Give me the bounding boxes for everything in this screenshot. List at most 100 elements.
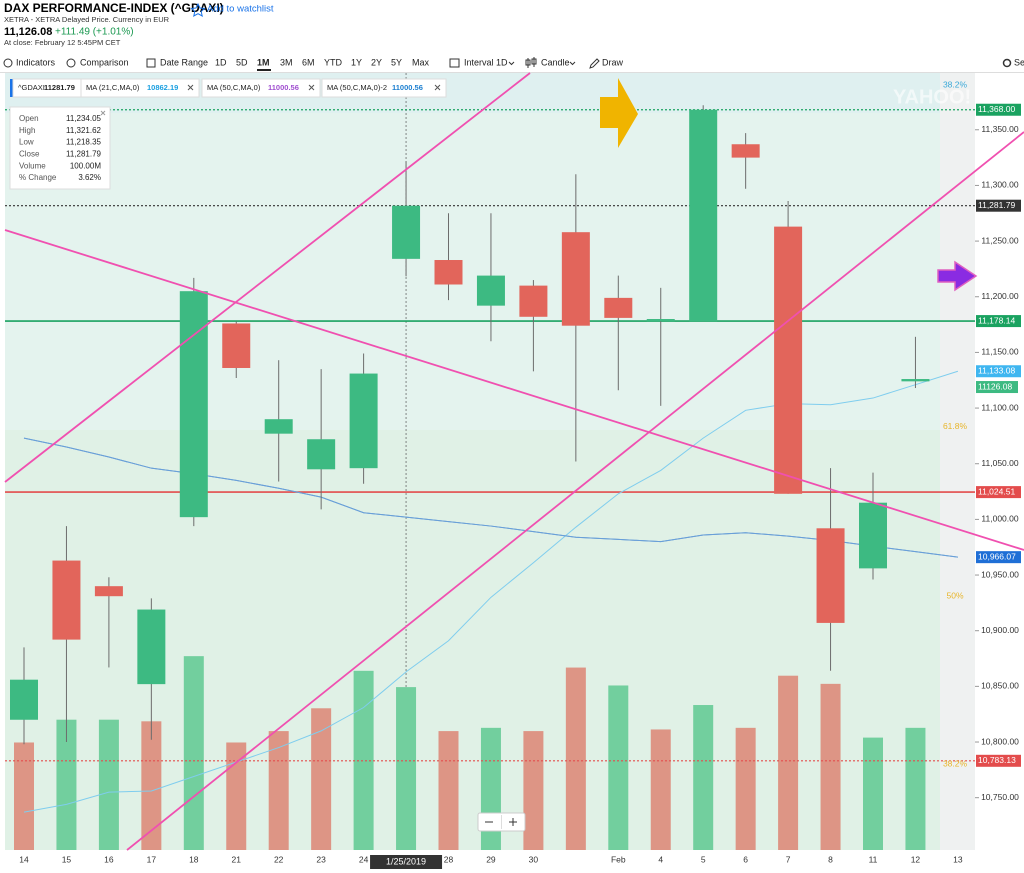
y-tick-label: 11,350.00 — [981, 124, 1018, 134]
y-tick-label: 11,300.00 — [981, 180, 1018, 190]
close-icon[interactable] — [100, 110, 106, 116]
tooltip-label: Volume — [19, 161, 46, 170]
volume — [14, 656, 926, 850]
range-button[interactable]: 1Y — [351, 57, 362, 67]
tooltip-value: 11,321.62 — [66, 126, 102, 135]
candle-body — [52, 560, 81, 640]
price-tag-label: 11,368.00 — [978, 104, 1015, 114]
candle-body — [10, 679, 38, 720]
price-tag-label: 10,966.07 — [978, 551, 1016, 561]
range-button[interactable]: YTD — [324, 57, 343, 67]
indicators-icon — [3, 58, 13, 68]
y-tick-label: 11,150.00 — [981, 347, 1018, 357]
y-tick-label: 11,250.00 — [981, 235, 1018, 245]
watermark: YAHOO! — [893, 86, 971, 108]
trend-line[interactable] — [126, 131, 1024, 851]
price-tag-label: 11,024.51 — [978, 486, 1015, 496]
range-button[interactable]: 6M — [302, 57, 315, 67]
tooltip: Open 11,234.05 High 11,321.62 Low 11,218.35 Cl… — [9, 106, 111, 190]
comparison-button[interactable]: Comparison — [80, 57, 129, 67]
candle-body — [561, 232, 590, 326]
candle-body — [604, 297, 633, 318]
candle-body — [392, 205, 421, 259]
tooltip-value: 11,281.79 — [66, 150, 102, 159]
arrow-annotation[interactable] — [937, 260, 978, 292]
volume-bar — [863, 737, 883, 850]
candle-icon — [525, 57, 537, 68]
tooltip-value: 100.00M — [70, 161, 101, 170]
comparison-icon — [66, 58, 76, 68]
candle-body — [137, 609, 166, 685]
settings-icon — [1002, 58, 1012, 68]
y-tick-label: 10,750.00 — [981, 792, 1019, 802]
range-button[interactable]: 1D — [215, 57, 227, 67]
price-tag-label: 10,783.13 — [978, 755, 1016, 765]
range-button[interactable]: 5Y — [391, 57, 402, 67]
interval-button[interactable]: Interval — [464, 57, 494, 67]
fib-label: 61.8% — [943, 421, 968, 431]
tooltip-label: High — [19, 126, 35, 135]
crosshair-label-box — [370, 855, 443, 869]
price-tag-label: 11,178.14 — [978, 315, 1015, 325]
indicators-button[interactable]: Indicators — [16, 57, 56, 67]
zoom-in[interactable] — [509, 818, 517, 826]
remove-icon[interactable] — [308, 84, 315, 91]
legend-value: 11000.56 — [392, 83, 423, 92]
legend-chip — [201, 78, 321, 98]
price-tag-label: 11,281.79 — [978, 200, 1015, 210]
volume-bar — [905, 727, 926, 850]
candle-body — [94, 586, 123, 597]
settings-button[interactable]: Se — [1014, 57, 1024, 67]
tooltip-box — [9, 106, 111, 190]
x-tick-label: 7 — [786, 854, 791, 864]
range-button[interactable]: 3M — [280, 57, 293, 67]
volume-bar — [438, 731, 459, 850]
legend-name: MA (50,C,MA,0)-2 — [327, 83, 387, 92]
x-tick-label: 13 — [953, 854, 963, 864]
tooltip-label: Low — [19, 138, 34, 147]
volume-bar — [141, 721, 162, 850]
volume-bar — [14, 742, 34, 850]
watchlist-link[interactable]: Add to watchlist — [207, 4, 274, 15]
x-tick-label: 6 — [743, 854, 748, 864]
volume-bar — [565, 667, 586, 850]
trend-line[interactable] — [4, 72, 531, 483]
trend-line[interactable] — [4, 229, 1024, 551]
legend-chip — [321, 78, 447, 98]
x-tick-label: 18 — [189, 854, 199, 864]
y-tick-label: 11,000.00 — [981, 514, 1018, 524]
candle-body — [689, 109, 718, 322]
change: +111.49 (+1.01%) — [55, 27, 134, 38]
range-button[interactable]: Max — [412, 57, 430, 67]
volume-bar — [183, 656, 204, 850]
candle-body — [774, 226, 803, 494]
date-range-button[interactable]: Date Range — [160, 57, 208, 67]
remove-icon[interactable] — [434, 84, 441, 91]
candle-body — [646, 319, 675, 322]
star-icon[interactable] — [190, 2, 206, 17]
candle-body — [222, 323, 251, 368]
x-tick-label: 16 — [104, 854, 114, 864]
range-button[interactable]: 5D — [236, 57, 248, 67]
draw-button[interactable]: Draw — [602, 57, 624, 67]
remove-icon[interactable] — [187, 84, 194, 91]
x-tick-label: 15 — [62, 854, 72, 864]
fib-label: 38.2% — [943, 79, 968, 89]
interval-value[interactable]: 1D — [496, 57, 508, 67]
arrow-annotation[interactable] — [600, 78, 638, 148]
volume-bar — [480, 727, 501, 850]
range-button[interactable]: 1M — [257, 57, 270, 67]
volume-bar — [608, 685, 629, 850]
calendar-icon — [146, 58, 156, 68]
future-zone — [940, 73, 975, 850]
volume-bar — [56, 719, 77, 850]
y-tick-label: 10,850.00 — [981, 681, 1019, 691]
range-button[interactable]: 2Y — [371, 57, 382, 67]
volume-bar — [268, 731, 289, 850]
title: DAX PERFORMANCE-INDEX (^GDAXI) — [4, 1, 224, 15]
legend-marker — [10, 79, 13, 97]
chart-type-button[interactable]: Candle — [541, 57, 570, 67]
tooltip-value: 11,234.05 — [66, 114, 102, 123]
